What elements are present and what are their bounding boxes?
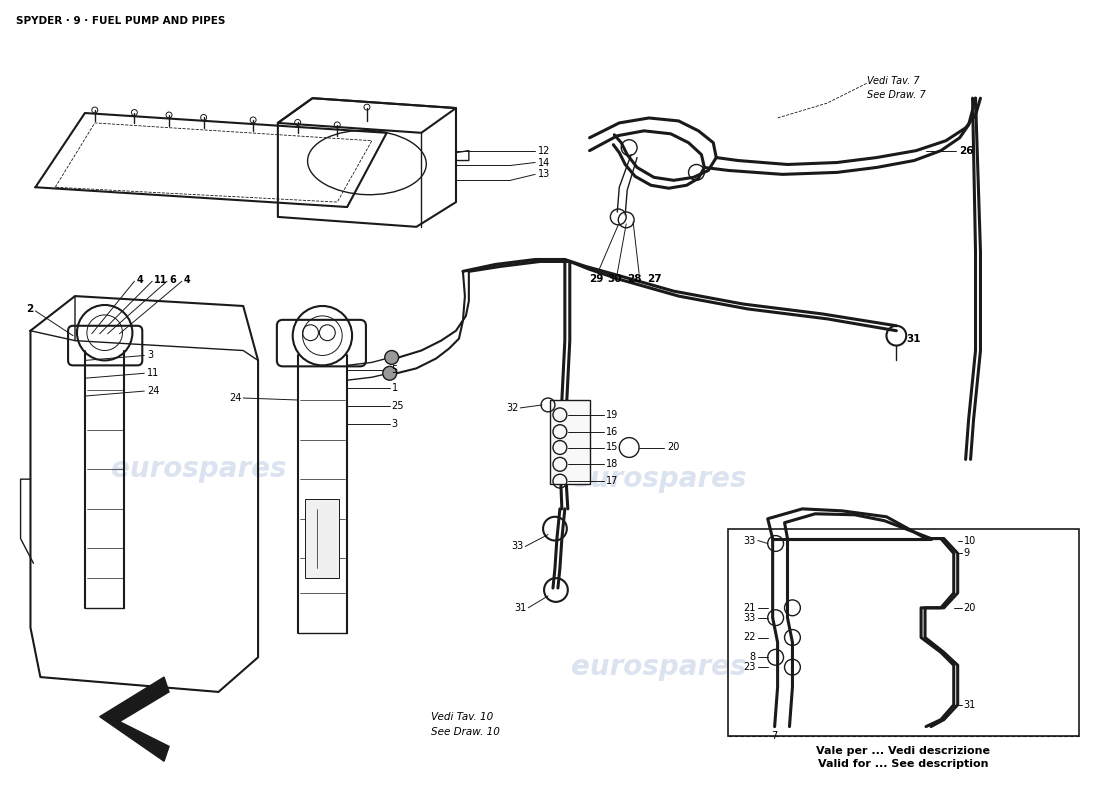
Text: 15: 15 xyxy=(606,442,619,453)
Text: 31: 31 xyxy=(964,700,976,710)
Text: 29: 29 xyxy=(590,274,604,284)
Text: 22: 22 xyxy=(744,633,756,642)
Text: 33: 33 xyxy=(744,535,756,546)
Text: 30: 30 xyxy=(607,274,621,284)
Text: 32: 32 xyxy=(506,403,518,413)
Bar xyxy=(305,499,339,578)
Text: 3: 3 xyxy=(147,350,153,361)
Text: Vale per ... Vedi descrizione: Vale per ... Vedi descrizione xyxy=(816,746,990,756)
Text: 13: 13 xyxy=(538,170,550,179)
Text: 28: 28 xyxy=(627,274,641,284)
Text: 26: 26 xyxy=(959,146,974,156)
Text: 20: 20 xyxy=(964,603,976,613)
Text: 27: 27 xyxy=(647,274,661,284)
Text: 24: 24 xyxy=(229,393,241,403)
Text: 33: 33 xyxy=(744,613,756,622)
Text: 11: 11 xyxy=(147,368,160,378)
Text: 12: 12 xyxy=(538,146,550,156)
Text: 31: 31 xyxy=(514,603,526,613)
Text: SPYDER · 9 · FUEL PUMP AND PIPES: SPYDER · 9 · FUEL PUMP AND PIPES xyxy=(15,16,225,26)
Circle shape xyxy=(385,350,398,364)
Text: 14: 14 xyxy=(538,158,550,167)
Text: 33: 33 xyxy=(512,542,524,551)
Polygon shape xyxy=(100,677,169,761)
Text: 24: 24 xyxy=(147,386,160,396)
Text: 18: 18 xyxy=(606,459,618,470)
Text: 5: 5 xyxy=(392,366,398,375)
Text: 9: 9 xyxy=(964,548,970,558)
Text: 4: 4 xyxy=(136,275,143,286)
Text: See Draw. 10: See Draw. 10 xyxy=(431,726,500,737)
Text: 17: 17 xyxy=(606,476,619,486)
Text: 20: 20 xyxy=(667,442,679,453)
Text: 3: 3 xyxy=(392,418,398,429)
Text: Vedi Tav. 10: Vedi Tav. 10 xyxy=(431,712,494,722)
Text: eurospares: eurospares xyxy=(571,653,747,681)
Text: 23: 23 xyxy=(744,662,756,672)
Text: 8: 8 xyxy=(750,652,756,662)
Text: 19: 19 xyxy=(606,410,618,420)
Text: Valid for ... See description: Valid for ... See description xyxy=(818,759,989,769)
Text: See Draw. 7: See Draw. 7 xyxy=(867,90,925,100)
Text: eurospares: eurospares xyxy=(111,455,286,483)
Bar xyxy=(550,400,590,484)
Text: 4: 4 xyxy=(184,275,190,286)
Text: Vedi Tav. 7: Vedi Tav. 7 xyxy=(867,76,920,86)
Text: eurospares: eurospares xyxy=(571,465,747,493)
Text: 2: 2 xyxy=(26,304,33,314)
Text: 16: 16 xyxy=(606,426,618,437)
Text: 7: 7 xyxy=(771,731,778,742)
Bar xyxy=(728,529,1079,737)
Text: 10: 10 xyxy=(964,535,976,546)
Text: 25: 25 xyxy=(392,401,404,411)
Text: 21: 21 xyxy=(744,603,756,613)
Text: 6: 6 xyxy=(169,275,176,286)
Text: 1: 1 xyxy=(392,383,398,393)
Text: 11: 11 xyxy=(154,275,167,286)
Text: 31: 31 xyxy=(906,334,921,344)
Circle shape xyxy=(383,366,397,380)
